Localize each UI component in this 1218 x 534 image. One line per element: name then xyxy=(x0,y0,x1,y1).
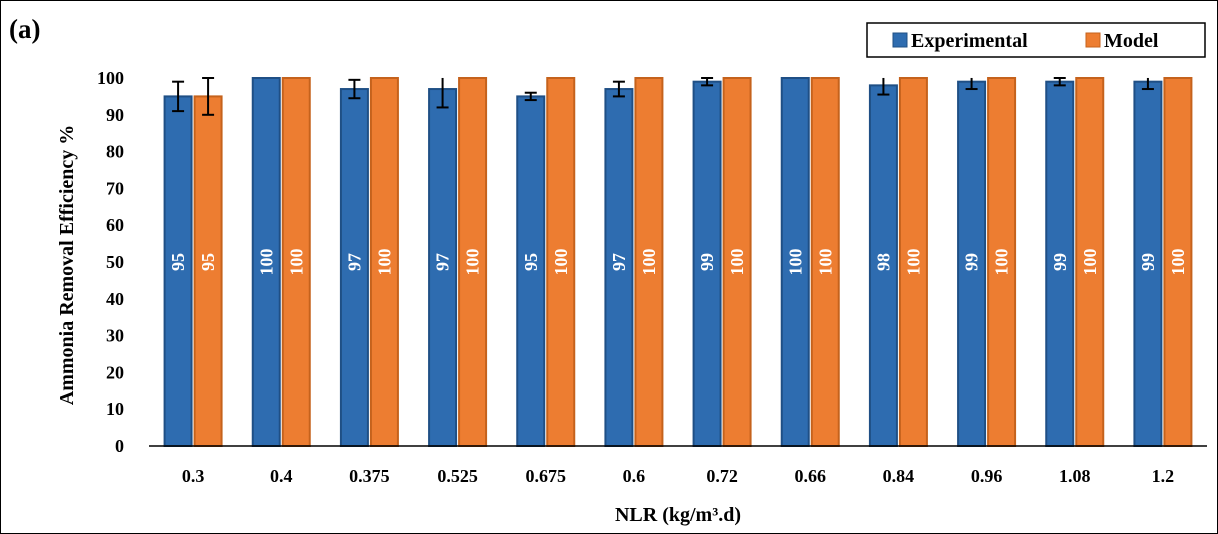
legend-box xyxy=(866,22,1206,58)
data-label-model: 100 xyxy=(992,248,1012,275)
data-label-model: 100 xyxy=(639,249,659,276)
bar-model xyxy=(281,77,311,447)
y-axis-ticks: 0 10 20 30 40 50 60 70 80 90 100 xyxy=(97,68,124,456)
data-label-model: 100 xyxy=(463,249,483,276)
data-label-experimental: 99 xyxy=(962,253,982,271)
x-tick-label: 0.96 xyxy=(971,466,1003,486)
bar-model xyxy=(722,77,752,447)
data-label-model: 100 xyxy=(1168,249,1188,276)
bar-experimental xyxy=(780,77,810,447)
bar-model xyxy=(546,77,576,447)
x-tick-label: 1.2 xyxy=(1152,466,1175,486)
data-label-experimental: 99 xyxy=(1050,253,1070,271)
data-label-experimental: 95 xyxy=(521,253,541,271)
data-label-experimental: 97 xyxy=(433,253,453,271)
x-tick-label: 1.08 xyxy=(1059,466,1091,486)
y-tick-label: 100 xyxy=(97,68,124,88)
bar-experimental xyxy=(516,95,546,448)
panel-label: (a) xyxy=(9,14,40,44)
x-tick-label: 0.675 xyxy=(526,466,567,486)
data-label-experimental: 100 xyxy=(256,249,276,276)
data-label-experimental: 97 xyxy=(609,253,629,271)
data-label-experimental: 100 xyxy=(785,249,805,276)
data-label-model: 95 xyxy=(198,253,218,271)
data-label-experimental: 97 xyxy=(344,253,364,271)
y-tick-label: 60 xyxy=(106,215,124,235)
y-tick-label: 90 xyxy=(106,105,124,125)
data-label-model: 100 xyxy=(1080,249,1100,276)
y-tick-label: 30 xyxy=(106,326,124,346)
data-label-model: 100 xyxy=(286,249,306,276)
data-label-experimental: 99 xyxy=(697,253,717,271)
x-tick-label: 0.4 xyxy=(270,466,293,486)
bar-model xyxy=(634,77,664,447)
x-axis-title: NLR (kg/m³.d) xyxy=(615,504,741,526)
x-tick-label: 0.6 xyxy=(623,466,646,486)
x-tick-label: 0.84 xyxy=(883,466,915,486)
bar-model xyxy=(1075,77,1105,447)
legend: Experimental Model xyxy=(866,22,1206,58)
y-tick-label: 20 xyxy=(106,362,124,382)
y-tick-label: 50 xyxy=(106,252,124,272)
x-tick-label: 0.3 xyxy=(182,466,205,486)
y-tick-label: 0 xyxy=(115,436,124,456)
bar-model xyxy=(987,77,1017,447)
y-tick-label: 80 xyxy=(106,142,124,162)
x-tick-label: 0.72 xyxy=(706,466,738,486)
legend-swatch-model xyxy=(1085,32,1101,48)
data-label-model: 100 xyxy=(374,249,394,276)
x-tick-label: 0.525 xyxy=(437,466,478,486)
legend-label-experimental: Experimental xyxy=(911,30,1028,52)
bars: 95 95 100 100 97 100 97 100 95 100 97 100 99 100 100 10… xyxy=(163,77,1193,448)
y-tick-label: 40 xyxy=(106,289,124,309)
y-axis-title: Ammonia Removal Efficiency % xyxy=(56,125,78,406)
data-label-experimental: 99 xyxy=(1138,253,1158,271)
data-label-model: 100 xyxy=(903,249,923,276)
x-tick-label: 0.375 xyxy=(349,466,390,486)
data-label-model: 100 xyxy=(551,249,571,276)
bar-model xyxy=(458,77,488,447)
data-label-model: 100 xyxy=(815,249,835,276)
x-tick-label: 0.66 xyxy=(795,466,827,486)
bar-model xyxy=(369,77,399,447)
bar-experimental xyxy=(428,88,458,447)
data-label-experimental: 98 xyxy=(873,253,893,271)
x-axis-ticks: 0.3 0.4 0.375 0.525 0.675 0.6 0.72 0.66 0.84 0.96… xyxy=(182,466,1174,486)
y-tick-label: 70 xyxy=(106,178,124,198)
bar-experimental xyxy=(1133,80,1163,448)
bar-model xyxy=(193,95,223,448)
data-label-experimental: 95 xyxy=(168,253,188,271)
legend-label-model: Model xyxy=(1104,30,1159,52)
data-label-model: 100 xyxy=(727,249,747,276)
y-tick-label: 10 xyxy=(106,399,124,419)
bar-experimental xyxy=(339,88,369,447)
legend-swatch-experimental xyxy=(892,32,908,48)
